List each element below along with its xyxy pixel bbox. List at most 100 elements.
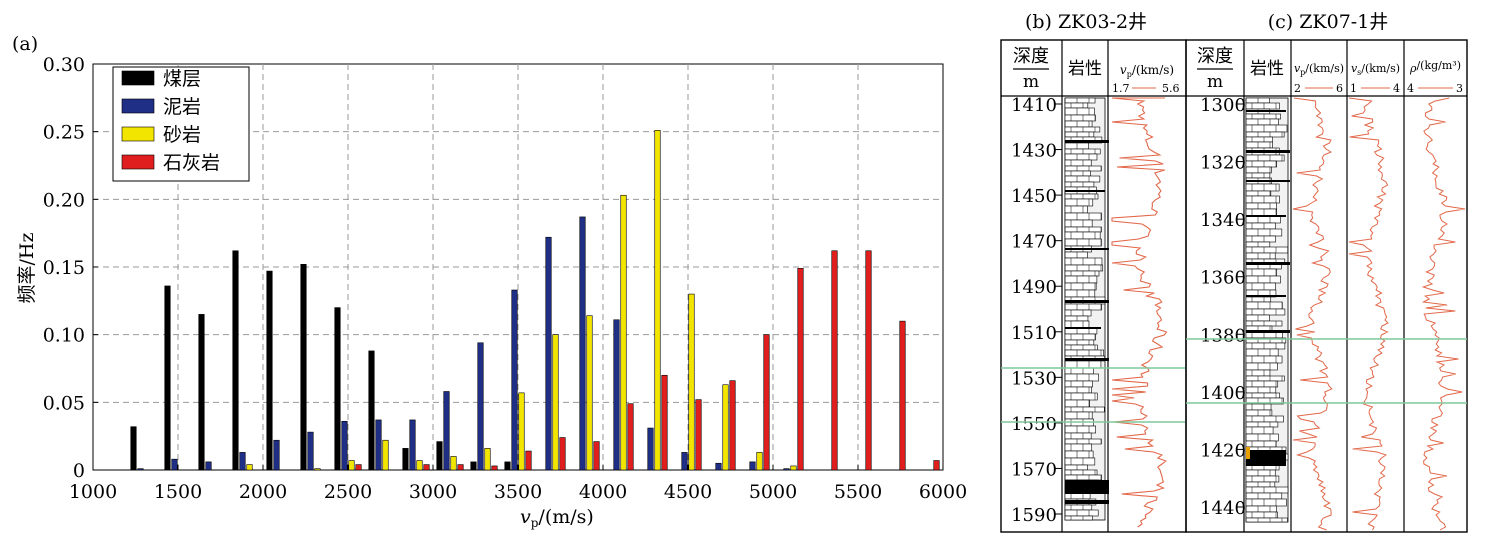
lithology-bed [1245, 301, 1283, 310]
lithology-bed [1064, 443, 1093, 452]
bar-1 [137, 468, 144, 471]
depth-label: 1300 [1200, 95, 1246, 116]
lithology-bed [1064, 432, 1092, 440]
bar-1 [443, 391, 450, 471]
bar-3 [627, 403, 634, 471]
coal-seam [1065, 140, 1109, 143]
bars [130, 130, 940, 471]
lithology-bed [1064, 509, 1099, 517]
lithology-bed [1064, 170, 1091, 177]
lithology-bed [1245, 275, 1281, 284]
depth-unit: m [1023, 72, 1039, 92]
bar-2 [654, 130, 661, 471]
log-curve-0 [1292, 97, 1333, 531]
bar-3 [423, 464, 430, 471]
lithology-bed [1064, 257, 1103, 266]
depth-label: 1410 [1011, 95, 1057, 116]
bar-2 [518, 392, 525, 471]
y-tick-label: 0.05 [43, 392, 85, 414]
y-tick-label: 0.10 [43, 325, 85, 347]
lithology-bed [1064, 219, 1093, 228]
depth-header: 深度 [1013, 46, 1049, 67]
lithology-bed [1245, 475, 1280, 483]
curve-header: vs/(km/s) [1351, 62, 1400, 77]
bar-2 [790, 465, 797, 471]
lithology-bed [1064, 153, 1098, 161]
bar-2 [348, 460, 355, 471]
bar-1 [511, 289, 518, 471]
bar-1 [715, 462, 722, 471]
lithology-bed [1064, 386, 1092, 394]
lithology-bed [1245, 486, 1289, 494]
bar-3 [457, 464, 464, 471]
vp-scale-min: 1.7 [1112, 82, 1130, 95]
depth-ticks: 1300 1320 1340 1360 1380 1400 1420 1440 [1200, 95, 1246, 519]
panel-c-title: (c) ZK07-1井 [1268, 11, 1389, 33]
panel-c-well-log: (c) ZK07-1井 深度 m 岩性 vp/(km/s) 2 6 vs/(km/s)… [1185, 11, 1468, 533]
y-tick-label: 0 [73, 460, 85, 482]
lithology-bed [1245, 433, 1279, 442]
bar-0 [300, 263, 307, 471]
lithology-bed [1064, 114, 1096, 122]
bar-2 [586, 315, 593, 471]
bar-0 [198, 314, 205, 471]
bar-2 [246, 464, 253, 471]
lithology-bed [1245, 252, 1276, 260]
legend-swatch [121, 126, 155, 142]
depth-label: 1450 [1011, 186, 1057, 207]
bar-0 [368, 350, 375, 471]
curve-scale-min: 1 [1350, 82, 1357, 95]
lithology-bed [1064, 333, 1096, 341]
bar-3 [593, 441, 600, 471]
bar-0 [504, 461, 511, 471]
lithology-bed [1245, 348, 1279, 357]
depth-label: 1380 [1200, 325, 1246, 346]
bar-0 [266, 270, 273, 471]
coal-seam [1246, 180, 1290, 182]
bar-1 [579, 216, 586, 471]
x-axis-label: vp/(m/s) [520, 506, 594, 530]
lithology-bed [1064, 504, 1093, 511]
depth-label: 1550 [1011, 414, 1057, 435]
bar-2 [756, 452, 763, 471]
curve-headers: vp/(km/s) 2 6 vs/(km/s) 1 4 ρ/(kg/m³) 4 3 [1294, 59, 1463, 95]
x-tick-label: 3500 [494, 481, 542, 503]
bar-2 [416, 460, 423, 471]
bar-3 [695, 399, 702, 471]
depth-label: 1510 [1011, 323, 1057, 344]
lithology-bed [1064, 360, 1102, 369]
depth-label: 1530 [1011, 368, 1057, 389]
lithology-bed [1245, 202, 1277, 210]
panel-c-frame [1185, 39, 1468, 533]
bar-3 [729, 380, 736, 471]
depth-label: 1570 [1011, 459, 1057, 480]
lithology-bed [1245, 421, 1279, 428]
lithology-bed [1064, 289, 1096, 298]
curve-header: ρ/(kg/m³) [1409, 59, 1461, 75]
lithology-bed [1245, 440, 1277, 448]
bar-2 [688, 293, 695, 471]
curve-header: vp/(km/s) [1294, 62, 1344, 77]
depth-ticks: 1410 1430 1450 1470 1490 1510 1530 1550 1570 1590 [1011, 95, 1062, 526]
lithology-column [1245, 97, 1290, 523]
lithology-bed [1064, 198, 1094, 207]
lithology-bed [1245, 517, 1288, 523]
curve-scale-max: 6 [1336, 82, 1343, 95]
lithology-bed [1245, 136, 1273, 143]
x-tick-label: 4000 [579, 481, 627, 503]
bar-3 [661, 374, 668, 471]
bar-2 [722, 384, 729, 471]
depth-label: 1590 [1011, 505, 1057, 526]
lithology-bed [1064, 165, 1102, 172]
bar-3 [763, 334, 770, 471]
lithology-bed [1245, 154, 1285, 162]
lithology-bed [1064, 367, 1094, 375]
log-curve-1 [1348, 97, 1389, 531]
x-tick-label: 1000 [69, 481, 117, 503]
lithology-bed [1064, 159, 1092, 167]
x-tick-label: 2000 [239, 481, 287, 503]
lithology-bed [1245, 160, 1277, 168]
legend-label: 石灰岩 [163, 152, 220, 174]
